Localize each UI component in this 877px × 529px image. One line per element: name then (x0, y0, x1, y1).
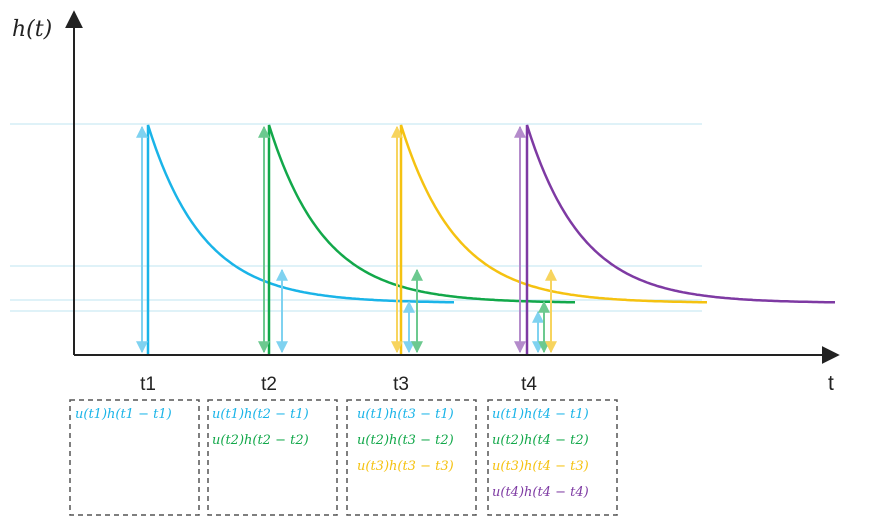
y-axis-label: h(t) (12, 17, 52, 42)
formula-term: u(t3)h(t3 − t3) (357, 459, 454, 474)
tick-label-t3: t3 (393, 374, 409, 395)
formula-term: u(t2)h(t3 − t2) (357, 433, 454, 448)
formula-term: u(t1)h(t3 − t1) (357, 407, 454, 422)
response-curve-t2 (267, 124, 575, 355)
tick-label-t2: t2 (261, 374, 277, 395)
impulse-response-curves (146, 124, 835, 355)
formula-term: u(t1)h(t2 − t1) (212, 407, 309, 422)
formula-box-t4: u(t1)h(t4 − t1) u(t2)h(t4 − t2) u(t3)h(t… (487, 399, 618, 516)
x-axis-label: t (828, 372, 834, 395)
formula-term: u(t1)h(t1 − t1) (75, 407, 172, 422)
formula-term: u(t2)h(t4 − t2) (492, 433, 589, 448)
formula-box-t1: u(t1)h(t1 − t1) (69, 399, 200, 516)
contribution-arrows (136, 125, 557, 354)
tick-label-t4: t4 (521, 374, 537, 395)
guide-lines (10, 123, 702, 312)
response-curve-t4 (525, 124, 835, 355)
formula-term: u(t2)h(t2 − t2) (212, 433, 309, 448)
formula-boxes: u(t1)h(t1 − t1) u(t1)h(t2 − t1) u(t2)h(t… (69, 399, 618, 516)
formula-term: u(t1)h(t4 − t1) (492, 407, 589, 422)
response-curve-t3 (399, 124, 707, 355)
tick-label-t1: t1 (140, 374, 156, 395)
axes: h(t) t (12, 10, 840, 395)
formula-box-t3: u(t1)h(t3 − t1) u(t2)h(t3 − t2) u(t3)h(t… (346, 399, 477, 516)
formula-term: u(t4)h(t4 − t4) (492, 485, 589, 500)
formula-box-t2: u(t1)h(t2 − t1) u(t2)h(t2 − t2) (207, 399, 338, 516)
formula-term: u(t3)h(t4 − t3) (492, 459, 589, 474)
time-tick-labels: t1 t2 t3 t4 (140, 374, 537, 395)
